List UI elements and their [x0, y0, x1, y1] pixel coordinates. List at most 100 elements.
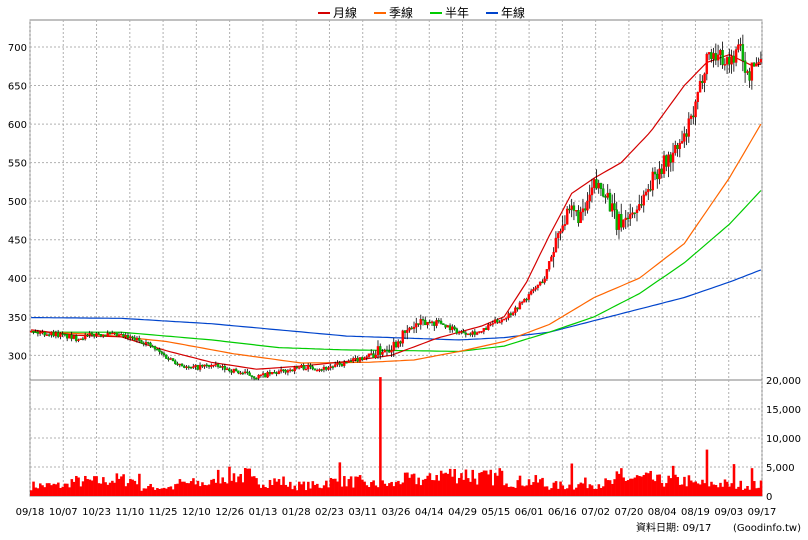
volume-bar: [412, 473, 416, 496]
x-tick-label: 04/14: [415, 507, 444, 518]
candle-body: [122, 334, 125, 338]
candle-body: [34, 331, 37, 333]
x-tick-label: 07/02: [581, 507, 610, 518]
candle-body: [97, 333, 100, 335]
candlestick: [728, 48, 731, 73]
candlestick: [572, 202, 576, 221]
candlestick: [183, 364, 186, 369]
volume-bar: [282, 476, 285, 496]
volume-bar: [719, 482, 722, 496]
volume-bar: [275, 481, 279, 496]
volume-bar: [530, 484, 533, 496]
candle-body: [279, 369, 283, 372]
volume-bar: [57, 482, 60, 496]
candle-body: [36, 331, 40, 334]
volume-bar: [617, 473, 621, 496]
volume-bar: [685, 486, 688, 496]
candlestick: [638, 194, 641, 212]
volume-bar: [734, 488, 738, 496]
candle-body: [151, 346, 154, 348]
volume-bar: [403, 472, 407, 496]
candle-body: [635, 209, 639, 214]
candlestick: [309, 363, 312, 370]
volume-bar: [439, 470, 443, 496]
price-tick-label: 700: [8, 43, 27, 54]
candle-body: [90, 333, 94, 335]
candlestick: [302, 363, 305, 371]
volume-bar: [392, 486, 396, 496]
volume-bar: [138, 473, 141, 496]
candle-body: [241, 372, 245, 375]
candlestick: [565, 206, 569, 225]
volume-bar: [550, 488, 553, 496]
candle-body: [502, 318, 506, 321]
volume-bar: [523, 486, 526, 496]
candlestick: [633, 212, 636, 219]
volume-bar: [707, 486, 711, 496]
candle-body: [683, 133, 686, 142]
candlestick: [689, 113, 693, 126]
volume-bar: [289, 481, 292, 496]
candlestick: [322, 365, 326, 373]
volume-bar: [115, 473, 119, 496]
candle-body: [171, 358, 175, 362]
candle-body: [246, 371, 249, 374]
candlestick: [453, 325, 456, 331]
candlestick: [642, 190, 645, 213]
candle-body: [29, 331, 33, 333]
candlestick: [45, 332, 49, 336]
volume-bar: [223, 482, 227, 496]
volume-bar: [437, 480, 441, 496]
candle-body: [277, 371, 281, 375]
volume-bar: [111, 480, 114, 496]
candle-body: [214, 363, 218, 366]
volume-bar: [741, 489, 745, 496]
volume-bar: [739, 480, 743, 496]
candle-body: [322, 367, 326, 370]
candle-body: [63, 333, 67, 336]
candle-body: [676, 145, 679, 149]
candlestick: [203, 364, 206, 369]
candlestick: [448, 323, 452, 333]
volume-bar: [327, 487, 330, 496]
candlestick: [417, 323, 420, 327]
candlestick: [487, 322, 490, 331]
candle-body: [543, 278, 546, 283]
candlestick: [746, 69, 749, 75]
volume-bar: [266, 488, 270, 496]
candle-body: [712, 53, 715, 59]
volume-bar: [419, 485, 423, 496]
candle-body: [394, 341, 398, 348]
candlestick: [243, 368, 247, 375]
candlestick: [752, 62, 756, 67]
price-tick-label: 650: [8, 82, 27, 93]
candlestick: [129, 334, 132, 341]
candle-body: [730, 55, 733, 65]
candle-body: [144, 342, 148, 345]
candle-body: [106, 332, 109, 337]
candlestick: [270, 372, 274, 375]
candle-body: [545, 269, 549, 280]
volume-bar: [692, 482, 695, 496]
volume-bar: [302, 481, 306, 496]
volume-bar: [106, 484, 110, 496]
candlestick: [106, 330, 109, 337]
volume-bar: [451, 476, 454, 496]
volume-bar: [50, 485, 53, 496]
candlestick: [97, 331, 100, 335]
candlestick: [703, 72, 706, 93]
candlestick: [232, 368, 236, 374]
volume-bar: [117, 478, 121, 496]
candle-body: [162, 353, 166, 356]
volume-bar: [252, 476, 256, 496]
candlestick: [595, 169, 598, 190]
candle-body: [309, 365, 312, 367]
candlestick: [635, 205, 639, 222]
candlestick: [342, 359, 346, 368]
candlestick: [601, 183, 605, 198]
volume-bar: [237, 476, 240, 496]
x-tick-label: 08/04: [648, 507, 677, 518]
candlestick: [624, 210, 627, 230]
candle-body: [113, 332, 116, 335]
